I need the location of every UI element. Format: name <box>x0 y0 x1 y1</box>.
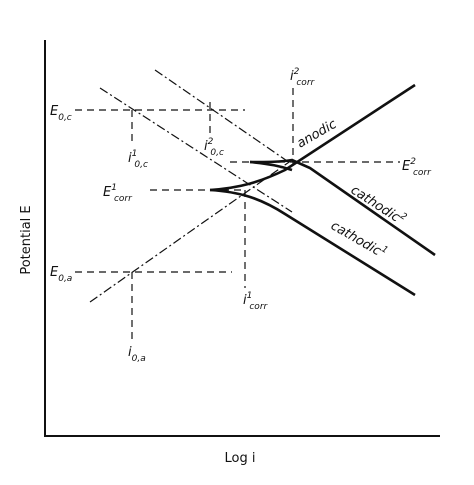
label: i2 0,c <box>204 137 224 158</box>
axes <box>44 40 440 437</box>
label-sub: corr <box>296 78 315 88</box>
label-sub: corr <box>413 168 432 178</box>
label-sub: 0,a <box>132 354 146 364</box>
label-sub: 0,c <box>58 113 72 123</box>
label-base: E <box>402 159 411 174</box>
curve-label: cathodic2 <box>348 181 409 229</box>
y-axis-label: Potential E <box>19 205 34 274</box>
label: E1 corr <box>103 183 133 204</box>
label-sub: corr <box>114 194 133 204</box>
dashed-guides <box>75 88 400 342</box>
label-sup: 1 <box>379 244 389 256</box>
x-axis-label: Log i <box>225 451 256 466</box>
label-sub: 0,c <box>210 148 224 158</box>
label-base: i <box>128 151 132 166</box>
label-base: i <box>128 345 132 360</box>
label-base: E <box>50 265 59 280</box>
tafel-lines <box>89 69 293 303</box>
label: i1 corr <box>243 291 269 312</box>
label-sup: 2 <box>294 67 300 77</box>
label: i2 corr <box>290 67 316 88</box>
label-base: cathodic <box>328 218 383 259</box>
label-sup: 2 <box>410 157 416 167</box>
label-sup: 1 <box>132 149 138 159</box>
label-base: E <box>50 104 59 119</box>
polarization-curves <box>209 83 436 297</box>
label-sup: 2 <box>398 211 408 223</box>
curve-label: anodic <box>295 117 340 152</box>
label-sub: 0,a <box>58 274 72 284</box>
label-sub: 0,c <box>134 160 148 170</box>
curve-label: cathodic1 <box>328 217 389 262</box>
label: E0,a <box>50 265 72 284</box>
label-sup: 2 <box>208 137 214 147</box>
label-sub: corr <box>249 302 268 312</box>
label-sup: 1 <box>111 183 117 193</box>
label: E0,c <box>50 104 72 123</box>
label: i0,a <box>128 345 146 364</box>
label-base: i <box>290 69 294 84</box>
label: E2 corr <box>402 157 432 178</box>
label: i1 0,c <box>128 149 148 170</box>
label-sup: 1 <box>247 291 253 301</box>
label-base: cathodic <box>348 183 403 226</box>
label-base: i <box>243 293 247 308</box>
label-base: i <box>204 139 208 154</box>
label-base: E <box>103 185 112 200</box>
